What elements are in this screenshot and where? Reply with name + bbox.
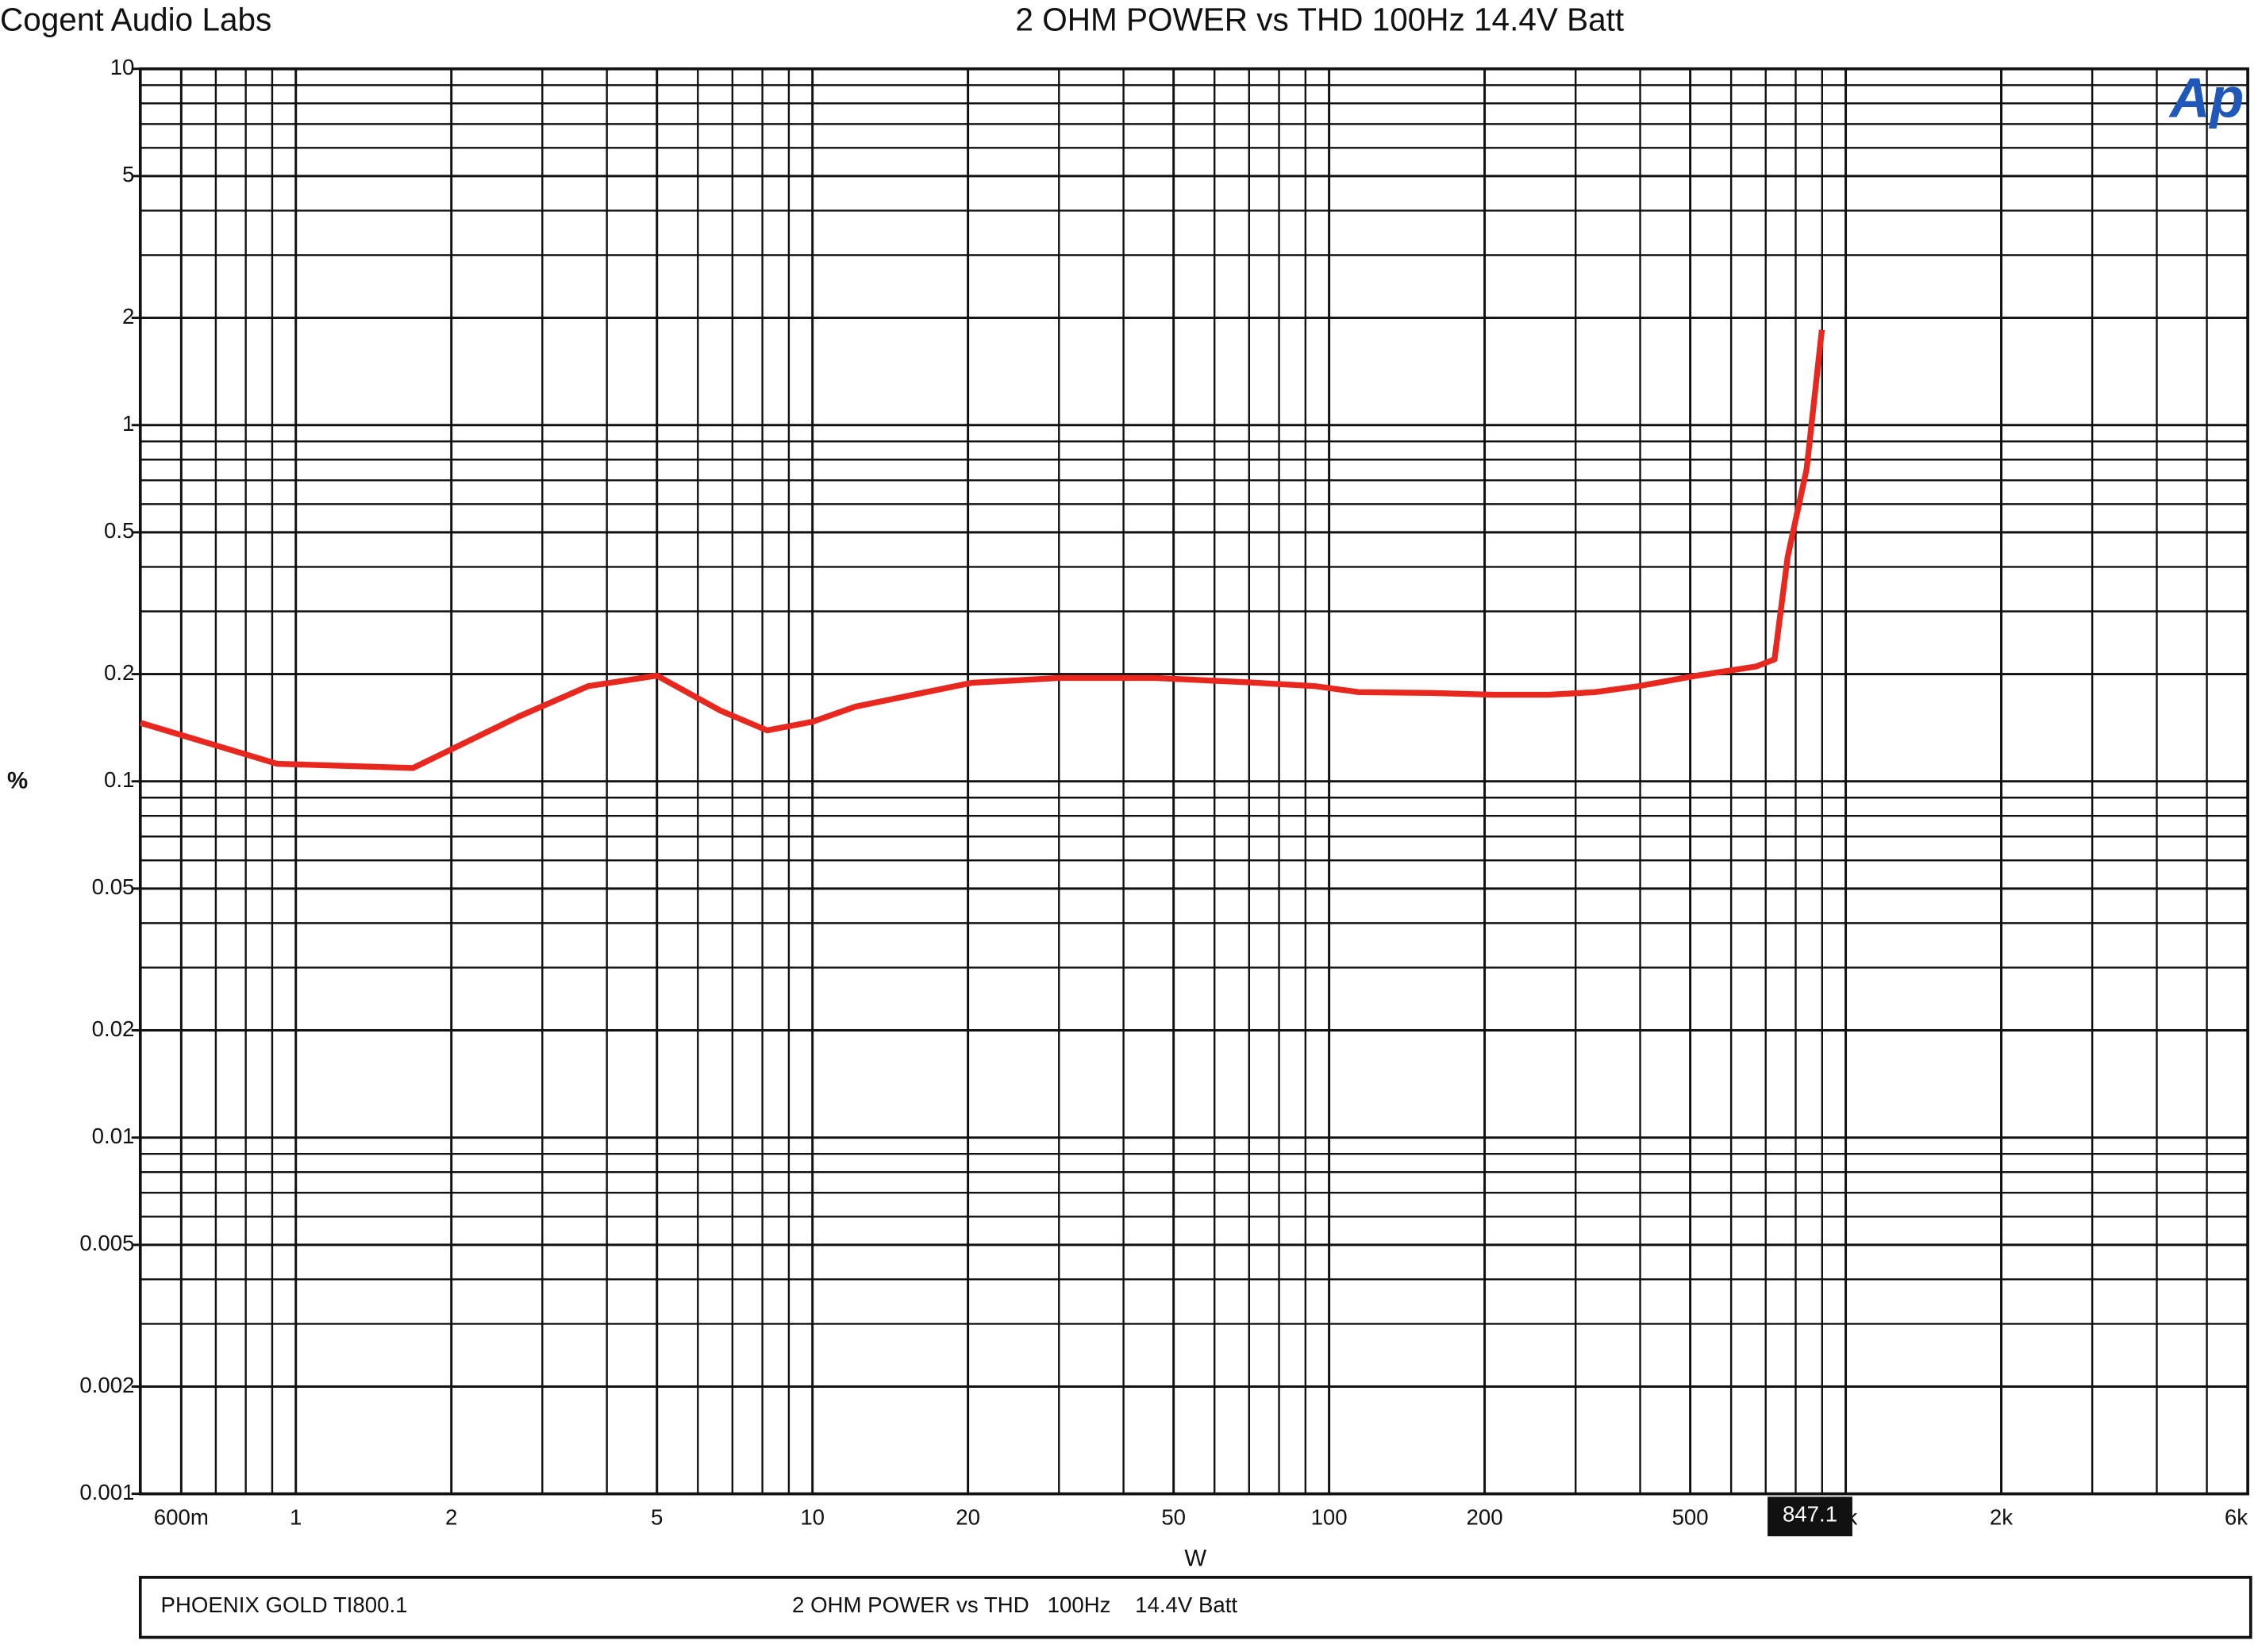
footer-box: [138, 1576, 2252, 1639]
x-tick-label: 10: [800, 1504, 825, 1529]
logo: Ap: [2168, 67, 2244, 129]
y-tick-label: 0.005: [79, 1231, 134, 1255]
x-tick-label: 500: [1672, 1504, 1709, 1529]
x-tick-label: 50: [1161, 1504, 1186, 1529]
footer-right: 2 OHM POWER vs THD 100Hz 14.4V Batt: [792, 1592, 1237, 1617]
y-tick-label: 1: [122, 411, 134, 436]
cursor-label: 847.1: [1783, 1502, 1837, 1527]
x-tick-label: 6k: [2225, 1504, 2248, 1529]
y-tick-label: 0.5: [104, 518, 134, 543]
data-line: [139, 329, 1825, 771]
footer-left: PHOENIX GOLD TI800.1: [161, 1592, 408, 1617]
x-tick-label: 600m: [154, 1504, 209, 1529]
y-tick-label: 0.02: [92, 1016, 135, 1041]
y-axis-label: %: [7, 767, 28, 793]
y-tick-label: 0.2: [104, 660, 134, 685]
x-tick-label: 2: [445, 1504, 457, 1529]
header-left: Cogent Audio Labs: [0, 1, 271, 37]
y-tick-label: 5: [122, 162, 134, 186]
x-tick-label: 1: [290, 1504, 302, 1529]
x-tick-label: 200: [1467, 1504, 1503, 1529]
grid: [131, 67, 2249, 1496]
chart-title: 2 OHM POWER vs THD 100Hz 14.4V Batt: [1015, 1, 1624, 37]
y-tick-label: 0.01: [92, 1124, 135, 1148]
y-tick-label: 0.002: [79, 1373, 134, 1397]
cursor-box: [1768, 1496, 1852, 1537]
x-tick-label: 2k: [1990, 1504, 2013, 1529]
y-tick-label: 0.05: [92, 874, 135, 899]
y-tick-label: 2: [122, 304, 134, 328]
y-tick-label: 0.001: [79, 1480, 134, 1504]
x-axis-label: W: [1184, 1545, 1206, 1571]
y-tick-label: 10: [110, 55, 135, 79]
x-tick-label: 20: [956, 1504, 980, 1529]
x-tick-label: 5: [651, 1504, 663, 1529]
plot: [139, 329, 1825, 771]
y-tick-label: 0.1: [104, 767, 134, 792]
x-tick-label: 100: [1311, 1504, 1348, 1529]
